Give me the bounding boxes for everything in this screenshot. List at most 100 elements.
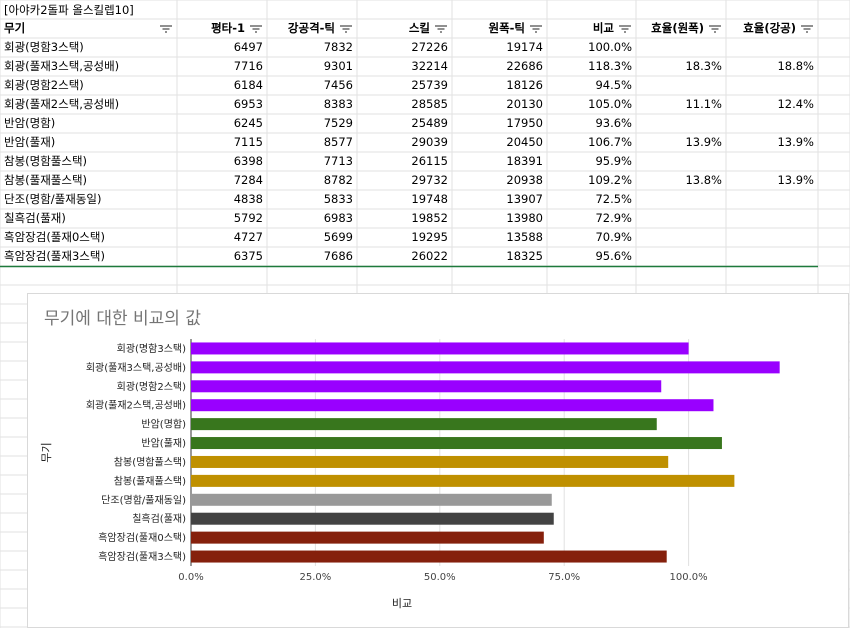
table-cell-efficiency-charged[interactable]: 12.4% xyxy=(777,97,814,111)
table-cell-charged-attack[interactable]: 7686 xyxy=(323,249,353,263)
table-cell-weapon[interactable]: 반암(명함) xyxy=(4,116,56,130)
table-cell-comparison[interactable]: 72.9% xyxy=(595,211,632,225)
table-cell-efficiency-burst[interactable]: 11.1% xyxy=(685,97,722,111)
table-cell-charged-attack[interactable]: 8383 xyxy=(323,97,353,111)
bar[interactable] xyxy=(191,342,689,355)
column-weapon-filter-icon[interactable] xyxy=(160,25,172,33)
column-header-skill[interactable]: 스킬 xyxy=(408,21,430,35)
table-cell-skill[interactable]: 28585 xyxy=(411,97,448,111)
table-cell-charged-attack[interactable]: 8782 xyxy=(323,173,353,187)
table-cell-charged-attack[interactable]: 8577 xyxy=(323,135,353,149)
table-cell-comparison[interactable]: 105.0% xyxy=(588,97,632,111)
column-efficiency-burst-filter-icon[interactable] xyxy=(709,25,721,33)
table-cell-weapon[interactable]: 단조(명함/풀재동일) xyxy=(4,192,102,206)
bar[interactable] xyxy=(191,361,780,374)
bar[interactable] xyxy=(191,512,554,525)
table-cell-normal-attack[interactable]: 6245 xyxy=(233,116,263,130)
table-cell-burst[interactable]: 20450 xyxy=(506,135,543,149)
table-cell-burst[interactable]: 18391 xyxy=(506,154,543,168)
table-cell-comparison[interactable]: 93.6% xyxy=(595,116,632,130)
table-cell-charged-attack[interactable]: 9301 xyxy=(323,59,353,73)
column-header-weapon[interactable]: 무기 xyxy=(4,21,26,35)
table-cell-efficiency-charged[interactable]: 13.9% xyxy=(777,135,814,149)
column-comparison-filter-icon[interactable] xyxy=(619,25,631,33)
table-cell-charged-attack[interactable]: 5833 xyxy=(323,192,353,206)
column-header-charged-attack[interactable]: 강공격-틱 xyxy=(287,21,335,35)
table-cell-skill[interactable]: 29039 xyxy=(411,135,448,149)
table-cell-charged-attack[interactable]: 5699 xyxy=(323,230,353,244)
column-header-normal-attack[interactable]: 평타-1 xyxy=(211,21,245,35)
table-cell-comparison[interactable]: 106.7% xyxy=(588,135,632,149)
table-cell-burst[interactable]: 20130 xyxy=(506,97,543,111)
table-cell-weapon[interactable]: 참봉(풀재풀스택) xyxy=(4,173,88,187)
table-cell-comparison[interactable]: 94.5% xyxy=(595,78,632,92)
table-cell-comparison[interactable]: 95.6% xyxy=(595,249,632,263)
table-cell-charged-attack[interactable]: 7713 xyxy=(323,154,353,168)
table-cell-charged-attack[interactable]: 7456 xyxy=(323,78,353,92)
bar[interactable] xyxy=(191,418,657,431)
table-cell-normal-attack[interactable]: 6184 xyxy=(233,78,263,92)
table-cell-normal-attack[interactable]: 6953 xyxy=(233,97,263,111)
table-cell-weapon[interactable]: 회광(명함3스택) xyxy=(4,40,84,54)
table-cell-skill[interactable]: 26115 xyxy=(411,154,448,168)
table-cell-normal-attack[interactable]: 5792 xyxy=(233,211,263,225)
bar[interactable] xyxy=(191,550,667,563)
column-burst-filter-icon[interactable] xyxy=(530,25,542,33)
table-cell-efficiency-burst[interactable]: 18.3% xyxy=(685,59,722,73)
table-cell-efficiency-charged[interactable]: 18.8% xyxy=(777,59,814,73)
table-cell-weapon[interactable]: 회광(명함2스택) xyxy=(4,78,84,92)
table-cell-burst[interactable]: 19174 xyxy=(506,40,543,54)
table-cell-burst[interactable]: 13588 xyxy=(506,230,543,244)
table-cell-burst[interactable]: 20938 xyxy=(506,173,543,187)
bar[interactable] xyxy=(191,399,714,412)
column-header-efficiency-charged[interactable]: 효율(강공) xyxy=(743,21,796,35)
table-cell-comparison[interactable]: 95.9% xyxy=(595,154,632,168)
bar[interactable] xyxy=(191,380,662,393)
table-cell-weapon[interactable]: 회광(풀재3스택,공성배) xyxy=(4,59,120,73)
table-cell-skill[interactable]: 19295 xyxy=(411,230,448,244)
table-cell-skill[interactable]: 29732 xyxy=(411,173,448,187)
table-cell-skill[interactable]: 25739 xyxy=(411,78,448,92)
table-cell-comparison[interactable]: 70.9% xyxy=(595,230,632,244)
table-cell-skill[interactable]: 19852 xyxy=(411,211,448,225)
table-cell-normal-attack[interactable]: 6497 xyxy=(233,40,263,54)
table-cell-charged-attack[interactable]: 7832 xyxy=(323,40,353,54)
table-cell-efficiency-burst[interactable]: 13.8% xyxy=(685,173,722,187)
column-header-efficiency-burst[interactable]: 효율(원폭) xyxy=(651,21,704,35)
column-normal-attack-filter-icon[interactable] xyxy=(250,25,262,33)
table-cell-burst[interactable]: 13907 xyxy=(506,192,543,206)
table-cell-burst[interactable]: 22686 xyxy=(506,59,543,73)
column-efficiency-charged-filter-icon[interactable] xyxy=(801,25,813,33)
table-cell-skill[interactable]: 19748 xyxy=(411,192,448,206)
table-cell-charged-attack[interactable]: 7529 xyxy=(323,116,353,130)
table-cell-comparison[interactable]: 72.5% xyxy=(595,192,632,206)
table-cell-burst[interactable]: 17950 xyxy=(506,116,543,130)
table-cell-skill[interactable]: 25489 xyxy=(411,116,448,130)
table-cell-efficiency-charged[interactable]: 13.9% xyxy=(777,173,814,187)
table-cell-charged-attack[interactable]: 6983 xyxy=(323,211,353,225)
table-cell-burst[interactable]: 18126 xyxy=(506,78,543,92)
table-cell-weapon[interactable]: 반암(풀재) xyxy=(4,135,56,149)
column-header-comparison[interactable]: 비교 xyxy=(592,21,614,35)
table-cell-weapon[interactable]: 참봉(명함풀스택) xyxy=(4,154,88,168)
sheet-title-cell[interactable]: [아야카2돌파 올스킬렙10] xyxy=(4,3,134,17)
bar[interactable] xyxy=(191,474,735,487)
table-cell-skill[interactable]: 32214 xyxy=(411,59,448,73)
table-cell-weapon[interactable]: 칠흑검(풀재) xyxy=(4,211,66,225)
table-cell-weapon[interactable]: 흑암장검(풀재0스택) xyxy=(4,230,105,244)
bar-chart-card[interactable]: 무기에 대한 비교의 값 0.0% 25.0% 50.0% 75.0% 100.0% 회광(… xyxy=(27,293,849,628)
table-cell-skill[interactable]: 27226 xyxy=(411,40,448,54)
bar[interactable] xyxy=(191,437,722,450)
bar[interactable] xyxy=(191,531,544,544)
table-cell-normal-attack[interactable]: 6375 xyxy=(233,249,263,263)
table-cell-comparison[interactable]: 100.0% xyxy=(588,40,632,54)
table-cell-normal-attack[interactable]: 7115 xyxy=(233,135,263,149)
table-cell-normal-attack[interactable]: 6398 xyxy=(233,154,263,168)
table-cell-normal-attack[interactable]: 7716 xyxy=(233,59,263,73)
table-cell-normal-attack[interactable]: 4727 xyxy=(233,230,263,244)
table-cell-burst[interactable]: 18325 xyxy=(506,249,543,263)
column-skill-filter-icon[interactable] xyxy=(435,25,447,33)
bar[interactable] xyxy=(191,455,669,468)
table-cell-normal-attack[interactable]: 4838 xyxy=(233,192,263,206)
table-cell-weapon[interactable]: 흑암장검(풀재3스택) xyxy=(4,249,105,263)
